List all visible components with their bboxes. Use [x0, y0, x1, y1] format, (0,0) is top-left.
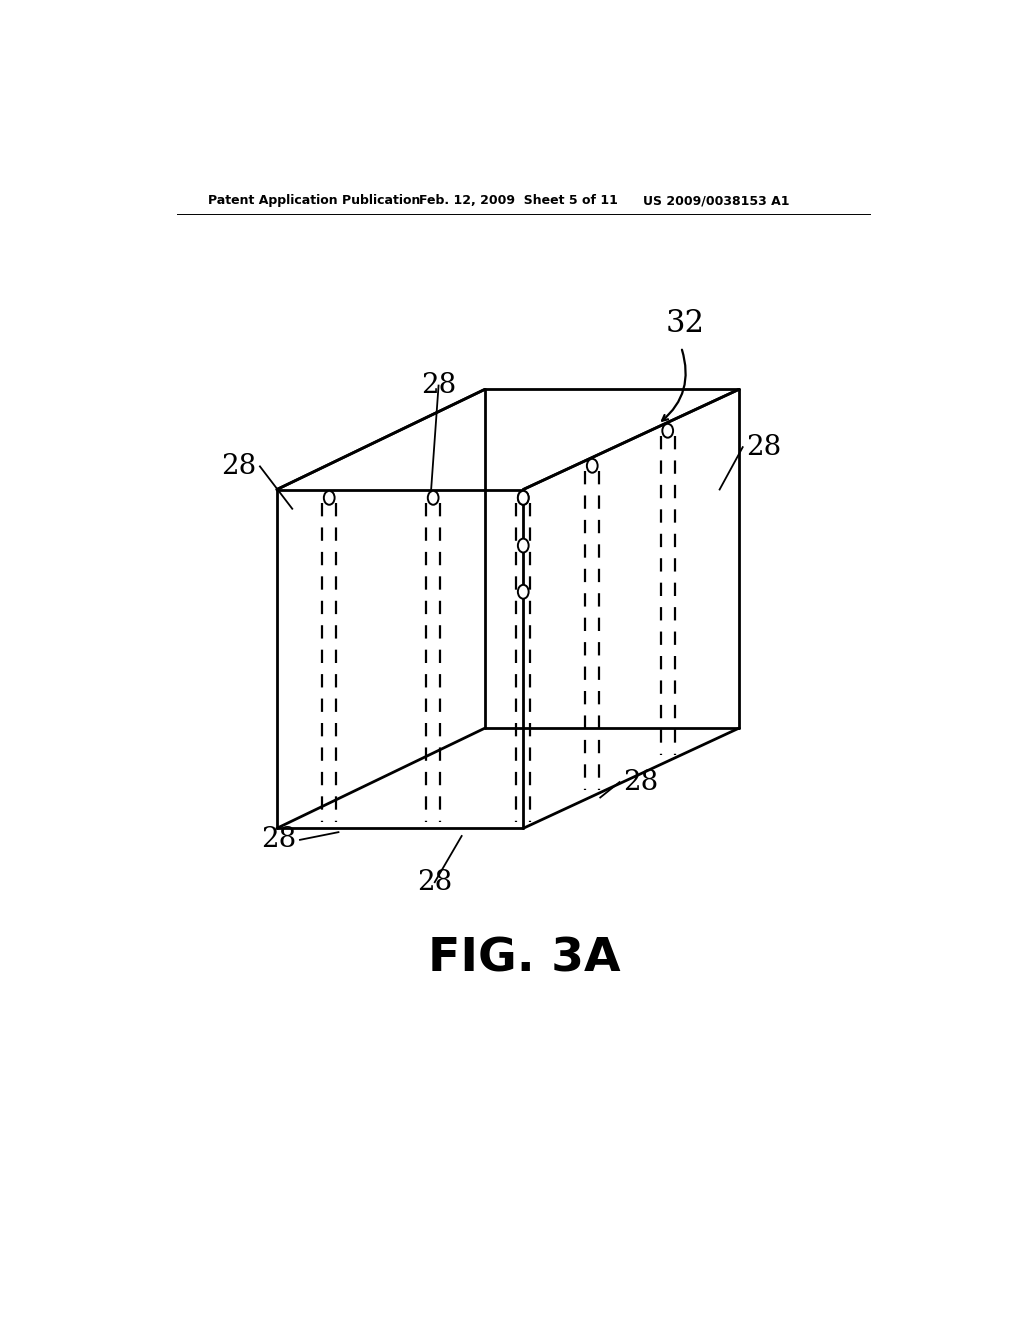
Text: Feb. 12, 2009  Sheet 5 of 11: Feb. 12, 2009 Sheet 5 of 11 [419, 194, 618, 207]
Text: 28: 28 [417, 869, 453, 896]
Text: 28: 28 [624, 768, 658, 796]
Text: FIG. 3A: FIG. 3A [428, 937, 622, 982]
Text: 32: 32 [666, 309, 705, 339]
Text: 28: 28 [221, 453, 256, 480]
Ellipse shape [518, 491, 528, 504]
Text: 28: 28 [421, 372, 456, 399]
Ellipse shape [324, 491, 335, 504]
Ellipse shape [428, 491, 438, 504]
Ellipse shape [587, 459, 598, 473]
Text: Patent Application Publication: Patent Application Publication [208, 194, 420, 207]
Ellipse shape [518, 539, 528, 553]
Text: 28: 28 [261, 826, 296, 853]
Text: US 2009/0038153 A1: US 2009/0038153 A1 [643, 194, 790, 207]
Ellipse shape [518, 585, 528, 599]
Text: 28: 28 [746, 434, 781, 461]
Ellipse shape [663, 424, 673, 438]
Ellipse shape [518, 491, 528, 504]
